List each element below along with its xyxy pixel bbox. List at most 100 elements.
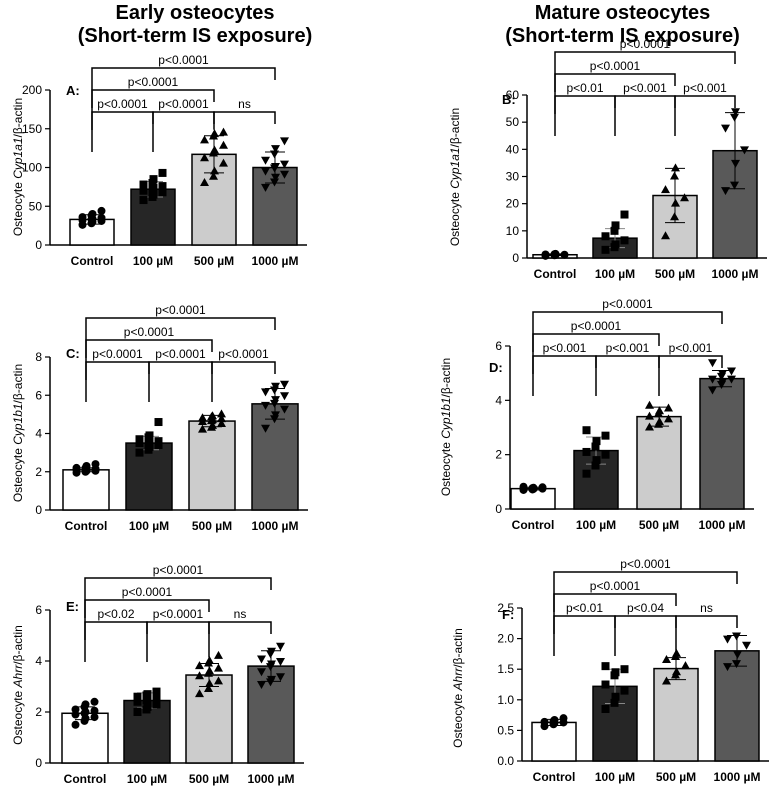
- data-point: [661, 231, 670, 240]
- data-point: [88, 210, 97, 218]
- data-point: [270, 150, 279, 159]
- x-tick-label: 500 µM: [189, 772, 229, 786]
- significance-bracket: [84, 621, 148, 662]
- data-point: [135, 435, 144, 444]
- left-title-line-1: Early osteocytes: [115, 2, 275, 24]
- y-tick-label: 6: [35, 388, 42, 402]
- data-point: [662, 655, 671, 664]
- data-point: [540, 717, 549, 726]
- data-point: [267, 675, 276, 684]
- y-axis-label: Osteocyte Ahrr/β-actin: [451, 628, 465, 748]
- data-point: [219, 127, 228, 136]
- x-tick-label: Control: [65, 519, 108, 533]
- significance-label: ns: [234, 607, 247, 621]
- significance-bracket: [208, 621, 272, 658]
- bar: [714, 650, 760, 762]
- significance-label: p<0.0001: [218, 347, 269, 361]
- data-point: [152, 700, 161, 709]
- significance-bracket: [85, 339, 213, 380]
- data-point: [152, 693, 161, 702]
- data-point: [209, 171, 218, 180]
- data-point: [529, 483, 538, 492]
- significance-bracket: [658, 355, 723, 396]
- x-tick-label: Control: [71, 254, 114, 268]
- data-point: [601, 662, 610, 671]
- x-tick-label: 100 µM: [595, 770, 635, 784]
- data-point: [149, 190, 158, 199]
- y-tick-label: 0: [35, 503, 42, 517]
- significance-label: p<0.0001: [158, 53, 209, 67]
- y-tick-label: 100: [22, 161, 42, 175]
- data-point: [267, 660, 276, 669]
- panel-label: F:: [502, 607, 514, 622]
- data-point: [139, 186, 148, 195]
- data-point: [655, 406, 664, 415]
- data-point: [582, 426, 591, 435]
- data-point: [620, 686, 629, 695]
- data-point: [601, 450, 610, 459]
- x-tick-label: Control: [534, 267, 577, 281]
- data-point: [271, 382, 280, 391]
- right-column-title: Mature osteocytes (Short-term IS exposur…: [495, 2, 750, 48]
- data-point: [645, 422, 654, 431]
- data-point: [219, 140, 228, 149]
- data-point: [664, 403, 673, 412]
- y-axis-label: Osteocyte Cyp1a1/β-actin: [11, 98, 25, 236]
- right-title-line-2: (Short-term IS exposure): [505, 25, 740, 47]
- data-point: [681, 661, 690, 670]
- data-point: [195, 689, 204, 698]
- significance-label: p<0.0001: [153, 607, 204, 621]
- y-tick-label: 1.5: [497, 662, 514, 676]
- data-point: [139, 180, 148, 189]
- data-point: [78, 213, 87, 222]
- data-point: [210, 129, 219, 138]
- data-point: [204, 684, 213, 693]
- data-point: [731, 108, 740, 117]
- significance-bracket: [674, 95, 736, 136]
- data-point: [210, 145, 219, 154]
- data-point: [257, 680, 266, 689]
- significance-label: p<0.02: [97, 607, 134, 621]
- y-tick-label: 60: [506, 88, 520, 102]
- data-point: [601, 704, 610, 713]
- data-point: [670, 212, 679, 221]
- panel-f: 0.0 0.5 1.0 1.5 2.0 2.5 Control 100 µM 500 µM 100…: [451, 557, 769, 784]
- significance-bracket: [675, 615, 738, 652]
- data-point: [152, 687, 161, 696]
- panel-label: C:: [66, 346, 80, 361]
- data-point: [276, 658, 285, 666]
- significance-label: p<0.0001: [122, 585, 173, 599]
- data-point: [71, 720, 80, 729]
- data-point: [672, 648, 681, 657]
- data-point: [280, 137, 289, 146]
- data-point: [72, 463, 81, 472]
- significance-label: p<0.01: [566, 601, 603, 615]
- y-tick-label: 50: [506, 115, 520, 129]
- data-point: [261, 183, 270, 192]
- significance-bracket: [91, 111, 154, 152]
- significance-label: p<0.0001: [92, 347, 143, 361]
- data-point: [671, 198, 680, 207]
- bar: [699, 377, 745, 510]
- y-tick-label: 8: [35, 350, 42, 364]
- data-point: [214, 676, 223, 685]
- data-point: [200, 153, 209, 162]
- data-point: [270, 178, 279, 187]
- data-point: [718, 378, 727, 387]
- data-point: [267, 647, 276, 656]
- data-point: [271, 396, 280, 405]
- data-point: [195, 671, 204, 680]
- x-tick-label: 100 µM: [595, 267, 635, 281]
- data-point: [645, 400, 654, 409]
- data-point: [672, 667, 681, 676]
- data-point: [198, 413, 207, 422]
- significance-bracket: [532, 311, 723, 352]
- data-point: [91, 460, 100, 469]
- significance-bracket: [84, 599, 210, 640]
- y-tick-label: 0.5: [497, 723, 514, 737]
- x-tick-label: 1000 µM: [252, 519, 299, 533]
- y-tick-label: 20: [506, 197, 520, 211]
- data-point: [271, 145, 280, 154]
- y-tick-label: 4: [495, 393, 502, 407]
